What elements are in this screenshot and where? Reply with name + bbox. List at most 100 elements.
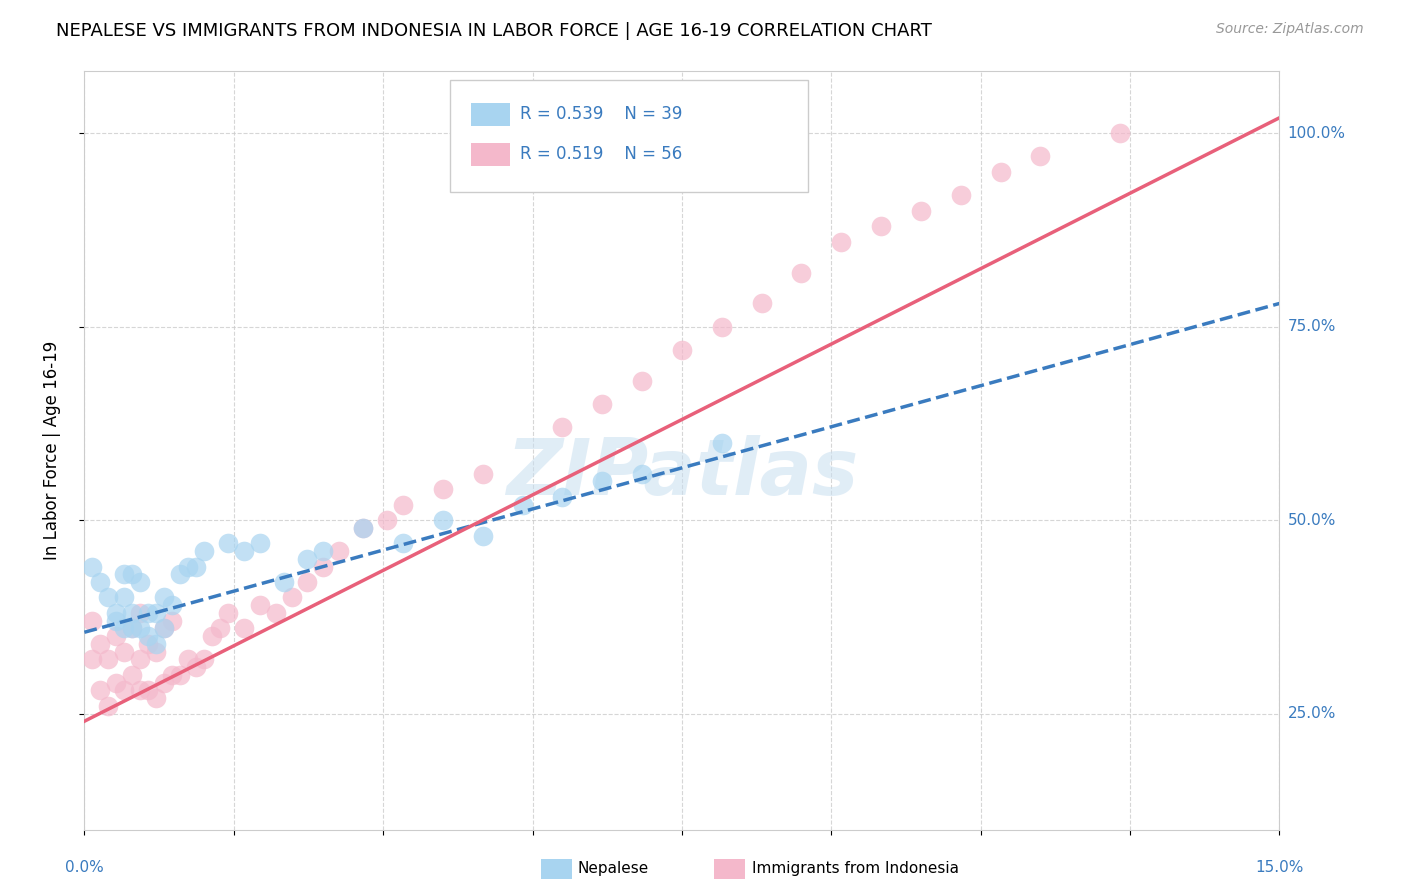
Point bbox=[145, 606, 167, 620]
Point bbox=[129, 652, 152, 666]
Point bbox=[105, 606, 128, 620]
Point bbox=[121, 668, 143, 682]
Point bbox=[232, 621, 254, 635]
Text: Source: ZipAtlas.com: Source: ZipAtlas.com bbox=[1216, 22, 1364, 37]
Point bbox=[297, 574, 319, 589]
Point bbox=[352, 521, 374, 535]
Point bbox=[129, 683, 152, 698]
Point bbox=[512, 498, 534, 512]
Point bbox=[193, 652, 215, 666]
Point bbox=[990, 165, 1012, 179]
Text: 25.0%: 25.0% bbox=[1288, 706, 1336, 721]
Point bbox=[160, 614, 183, 628]
Point bbox=[201, 629, 224, 643]
Point bbox=[136, 637, 159, 651]
Point bbox=[89, 637, 111, 651]
Point bbox=[97, 591, 120, 605]
Point bbox=[910, 203, 932, 218]
Point bbox=[1109, 126, 1132, 140]
Point bbox=[217, 606, 239, 620]
Text: 100.0%: 100.0% bbox=[1288, 126, 1346, 141]
Point bbox=[184, 660, 207, 674]
Point bbox=[177, 559, 200, 574]
Point bbox=[551, 420, 574, 434]
Text: R = 0.519    N = 56: R = 0.519 N = 56 bbox=[520, 145, 682, 163]
Point bbox=[208, 621, 231, 635]
Point bbox=[105, 675, 128, 690]
Point bbox=[432, 513, 454, 527]
Point bbox=[153, 591, 176, 605]
Point bbox=[121, 621, 143, 635]
Point bbox=[471, 528, 494, 542]
Point bbox=[280, 591, 302, 605]
Point bbox=[591, 475, 613, 489]
Point bbox=[551, 490, 574, 504]
Point bbox=[112, 567, 135, 582]
Point bbox=[312, 544, 335, 558]
Point bbox=[297, 551, 319, 566]
Point bbox=[432, 482, 454, 496]
Point bbox=[82, 614, 104, 628]
Text: Nepalese: Nepalese bbox=[578, 862, 650, 876]
Point bbox=[145, 691, 167, 706]
Point bbox=[249, 598, 271, 612]
Text: 15.0%: 15.0% bbox=[1256, 860, 1303, 875]
Point bbox=[97, 652, 120, 666]
Point bbox=[751, 296, 773, 310]
Point bbox=[1029, 149, 1052, 163]
Point bbox=[136, 683, 159, 698]
Point bbox=[169, 567, 191, 582]
Point bbox=[249, 536, 271, 550]
Point bbox=[97, 698, 120, 713]
Point bbox=[153, 621, 176, 635]
Point bbox=[129, 574, 152, 589]
Point bbox=[129, 606, 152, 620]
Text: 0.0%: 0.0% bbox=[65, 860, 104, 875]
Point bbox=[112, 591, 135, 605]
Point bbox=[129, 621, 152, 635]
Point bbox=[136, 606, 159, 620]
Point bbox=[153, 675, 176, 690]
Point bbox=[89, 574, 111, 589]
Text: Immigrants from Indonesia: Immigrants from Indonesia bbox=[752, 862, 959, 876]
Point bbox=[591, 397, 613, 411]
Point bbox=[710, 319, 733, 334]
Point bbox=[184, 559, 207, 574]
Point bbox=[264, 606, 287, 620]
Point bbox=[790, 266, 813, 280]
Point bbox=[870, 219, 893, 233]
Point bbox=[392, 536, 415, 550]
Text: 75.0%: 75.0% bbox=[1288, 319, 1336, 334]
Point bbox=[177, 652, 200, 666]
Point bbox=[232, 544, 254, 558]
Point bbox=[112, 683, 135, 698]
Point bbox=[392, 498, 415, 512]
Point bbox=[160, 668, 183, 682]
Point bbox=[193, 544, 215, 558]
Point bbox=[169, 668, 191, 682]
Point bbox=[112, 621, 135, 635]
Point bbox=[352, 521, 374, 535]
Point bbox=[471, 467, 494, 481]
Point bbox=[328, 544, 350, 558]
Point bbox=[312, 559, 335, 574]
Point bbox=[145, 637, 167, 651]
Point bbox=[82, 652, 104, 666]
Point bbox=[671, 343, 693, 357]
Point bbox=[710, 435, 733, 450]
Point bbox=[105, 629, 128, 643]
Point bbox=[949, 188, 972, 202]
Point bbox=[121, 621, 143, 635]
Point bbox=[105, 614, 128, 628]
Point bbox=[136, 629, 159, 643]
Point bbox=[121, 606, 143, 620]
Point bbox=[375, 513, 398, 527]
Text: ZIPatlas: ZIPatlas bbox=[506, 435, 858, 511]
Point bbox=[830, 235, 852, 249]
Point bbox=[121, 567, 143, 582]
Point bbox=[217, 536, 239, 550]
Point bbox=[112, 645, 135, 659]
Point bbox=[145, 645, 167, 659]
Text: 50.0%: 50.0% bbox=[1288, 513, 1336, 527]
Text: NEPALESE VS IMMIGRANTS FROM INDONESIA IN LABOR FORCE | AGE 16-19 CORRELATION CHA: NEPALESE VS IMMIGRANTS FROM INDONESIA IN… bbox=[56, 22, 932, 40]
